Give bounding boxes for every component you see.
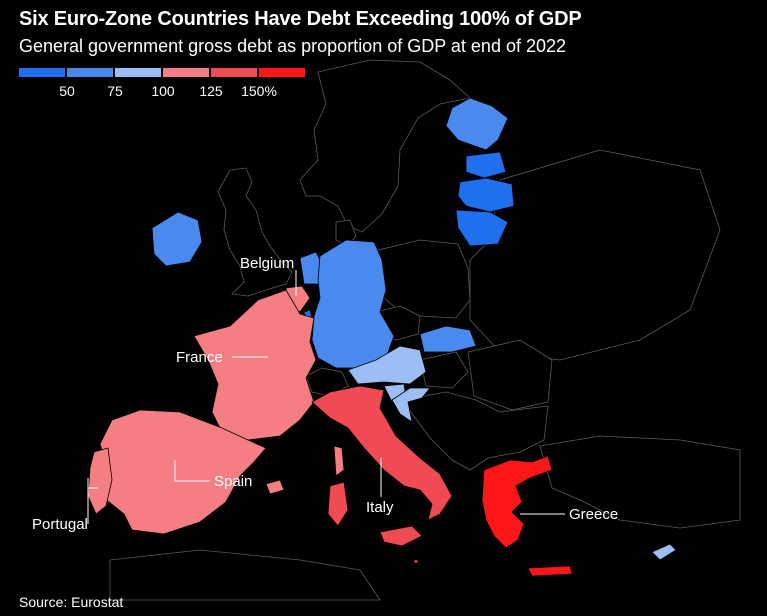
country-great-britain <box>217 167 293 297</box>
country-poland <box>377 239 471 319</box>
country-greece <box>481 455 553 549</box>
country-romania <box>467 339 553 411</box>
chart-title: Six Euro-Zone Countries Have Debt Exceed… <box>19 8 582 30</box>
legend-swatch-2 <box>67 68 113 77</box>
legend-swatch-5 <box>211 68 257 77</box>
label-italy: Italy <box>366 499 394 516</box>
country-north-africa <box>109 549 381 601</box>
country-slovakia <box>419 325 477 353</box>
legend-swatch-4 <box>163 68 209 77</box>
label-leaders <box>87 270 565 524</box>
country-ireland <box>151 211 203 267</box>
label-greece: Greece <box>569 506 618 523</box>
legend-swatch-3 <box>115 68 161 77</box>
country-italy <box>311 385 453 521</box>
country-balearic-islands <box>265 479 285 495</box>
country-portugal <box>87 447 113 515</box>
non-eurozone-countries <box>109 59 741 601</box>
country-germany <box>311 239 395 369</box>
color-legend: 50 75 100 125 150% <box>19 68 309 100</box>
country-eastern-europe <box>469 149 721 361</box>
country-austria <box>347 345 427 385</box>
label-france: France <box>176 349 223 366</box>
country-cyprus <box>651 543 677 561</box>
label-spain: Spain <box>214 473 252 490</box>
country-finland <box>445 97 509 151</box>
legend-tick-100: 100 <box>151 83 175 99</box>
country-estonia <box>465 151 507 179</box>
country-turkey <box>539 435 741 529</box>
label-belgium: Belgium <box>240 255 294 272</box>
legend-tick-50: 50 <box>59 83 75 99</box>
legend-tick-125: 125 <box>199 83 223 99</box>
country-sardinia <box>327 481 349 527</box>
legend-swatch-1 <box>19 68 65 77</box>
source-note: Source: Eurostat <box>19 594 124 610</box>
country-croatia <box>391 387 431 423</box>
country-hungary <box>419 351 469 389</box>
country-balkans <box>401 391 549 471</box>
country-crete <box>527 565 573 577</box>
legend-tick-75: 75 <box>107 83 123 99</box>
country-corsica <box>333 445 345 477</box>
country-malta <box>413 559 419 564</box>
legend-tick-150: 150% <box>241 83 277 99</box>
chart-subtitle: General government gross debt as proport… <box>19 36 567 56</box>
country-scandinavia <box>299 59 471 233</box>
country-lithuania <box>455 209 509 247</box>
country-sicily <box>379 525 423 547</box>
portugal-leader <box>87 478 98 524</box>
country-latvia <box>457 177 515 213</box>
eurozone-countries <box>87 97 677 577</box>
spain-leader <box>174 460 210 482</box>
country-france <box>193 289 317 441</box>
legend-swatch-6 <box>259 68 305 77</box>
country-switzerland <box>305 367 349 397</box>
label-portugal: Portugal <box>32 516 88 533</box>
